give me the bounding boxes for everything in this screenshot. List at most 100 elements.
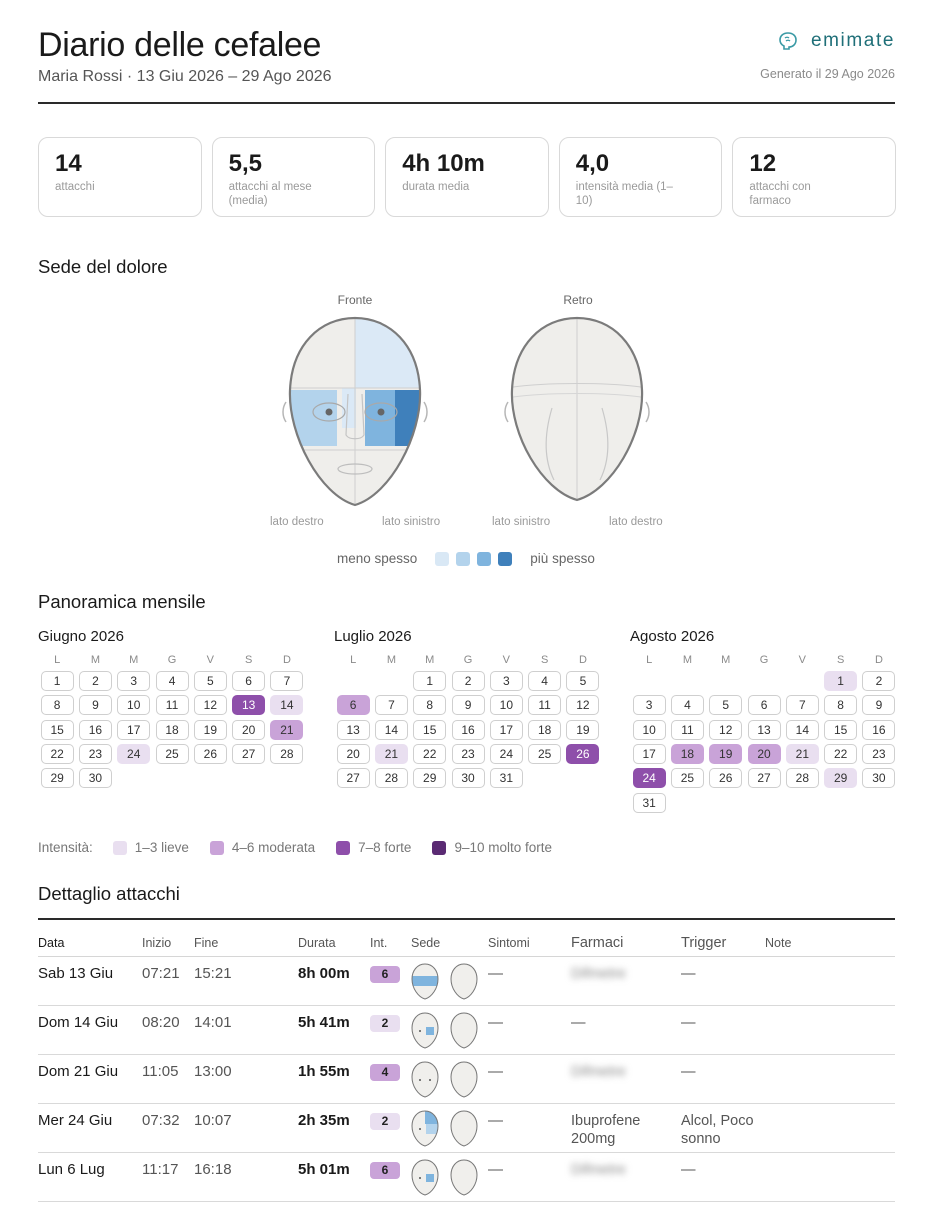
cell-date: Sab 13 Giu <box>38 965 114 982</box>
calendar-cell: 17 <box>115 718 153 742</box>
attacks-table: Data Inizio Fine Durata Int. Sede Sintom… <box>38 930 895 1202</box>
calendar-day: 6 <box>232 671 266 692</box>
calendar-cell: 19 <box>707 742 745 766</box>
head-back-diagram <box>504 316 650 502</box>
legend-item: 7–8 forte <box>358 840 412 855</box>
legend-swatch <box>477 551 492 566</box>
frequency-legend: meno spesso più spesso <box>337 551 595 566</box>
calendar-day: 11 <box>528 695 562 716</box>
calendar-day: 8 <box>40 695 74 716</box>
stat-label: intensità media (1–10) <box>575 181 673 207</box>
section-title-pain-location: Sede del dolore <box>38 256 168 277</box>
calendar-cell: 19 <box>191 718 229 742</box>
weekday-label: M <box>721 654 731 666</box>
calendar-day: 29 <box>824 768 858 789</box>
calendar-cell: 9 <box>860 693 898 717</box>
front-view-label: Fronte <box>337 293 373 307</box>
cell-drugs: Difmetre <box>571 1162 626 1178</box>
legend-swatch <box>209 840 224 855</box>
calendar-cell: 24 <box>115 742 153 766</box>
calendar-cell: 24 <box>630 766 668 790</box>
column-header: Farmaci <box>571 935 624 951</box>
table-top-divider <box>38 918 895 920</box>
calendar-day: 20 <box>336 744 370 765</box>
mini-heads-icon <box>411 1061 478 1098</box>
table-row: Mer 24 Giu 07:32 10:07 2h 35m 2 — Ibupro… <box>38 1104 895 1153</box>
calendar-day: 4 <box>155 671 189 692</box>
calendar-day: 25 <box>528 744 562 765</box>
column-header: Durata <box>298 936 336 950</box>
calendar-cell: 6 <box>745 693 783 717</box>
calendar-cell: 3 <box>487 669 525 693</box>
brand-name: emimate <box>810 30 895 51</box>
cell-symptoms: — <box>488 1014 503 1031</box>
month-title: Luglio 2026 <box>334 628 412 645</box>
calendar-cell: 19 <box>564 718 602 742</box>
table-row: Lun 6 Lug 11:17 16:18 5h 01m 6 — Difmetr… <box>38 1153 895 1202</box>
weekday-label: S <box>244 654 253 666</box>
calendar-cell: 25 <box>525 742 563 766</box>
calendar-cell: 8 <box>38 693 76 717</box>
calendar-cell: 4 <box>153 669 191 693</box>
table-row: Sab 13 Giu 07:21 15:21 8h 00m 6 — Difmet… <box>38 957 895 1006</box>
calendar-june: Giugno 2026 L M M G V S D 1 2 3 4 5 6 7 8 9 10 11 12 13 14 15… <box>38 628 306 790</box>
stat-label: attacchi con farmaco <box>749 181 811 207</box>
calendar-cell: 13 <box>334 718 372 742</box>
calendar-cell: 12 <box>707 718 745 742</box>
cell-symptoms: — <box>488 965 503 982</box>
generated-date: Generato il 29 Ago 2026 <box>760 67 895 81</box>
calendar-cell: 7 <box>372 693 410 717</box>
calendar-cell: 13 <box>745 718 783 742</box>
weekday-label: V <box>502 654 510 666</box>
calendar-day: 31 <box>489 768 523 789</box>
column-header: Inizio <box>142 936 172 950</box>
calendar-day: 14 <box>785 719 819 740</box>
legend-swatch <box>336 840 351 855</box>
calendar-day: 26 <box>193 744 227 765</box>
calendar-day: 5 <box>566 671 600 692</box>
calendar-day: 4 <box>528 671 562 692</box>
calendar-cell: 1 <box>411 669 449 693</box>
calendar-day: 9 <box>451 695 485 716</box>
calendar-day: 20 <box>747 744 781 765</box>
calendar-cell: 31 <box>630 790 668 814</box>
calendar-cell: 28 <box>268 742 306 766</box>
calendar-cell: 5 <box>191 669 229 693</box>
calendar-cell: 30 <box>860 766 898 790</box>
calendar-cell: 11 <box>153 693 191 717</box>
cell-trigger: — <box>681 1015 696 1031</box>
cell-note <box>765 957 865 1005</box>
legend-item: 1–3 lieve <box>134 840 189 855</box>
calendar-day: 15 <box>824 719 858 740</box>
cell-drugs: Ibuprofene 200mg <box>571 1113 641 1147</box>
calendar-day: 10 <box>489 695 523 716</box>
cell-sede <box>411 1055 488 1103</box>
intensity-badge: 6 <box>370 1162 400 1179</box>
calendar-cell: 4 <box>668 693 706 717</box>
cell-trigger: Alcol, Poco sonno <box>681 1113 754 1147</box>
cell-start: 08:20 <box>142 1014 180 1031</box>
legend-swatch <box>112 840 127 855</box>
calendar-august: Agosto 2026 L M M G V S D 1 2 3 4 5 6 7 8 9 10 11 12 13 14 15… <box>630 628 898 815</box>
page-subtitle: Maria Rossi · 13 Giu 2026 – 29 Ago 2026 <box>38 68 332 85</box>
calendar-cell: 18 <box>153 718 191 742</box>
weekday-label: D <box>578 654 587 666</box>
calendar-cell: 15 <box>821 718 859 742</box>
calendar-cell: 27 <box>745 766 783 790</box>
cell-date: Dom 21 Giu <box>38 1063 119 1080</box>
weekday-label: M <box>129 654 139 666</box>
calendar-day: 16 <box>78 719 112 740</box>
calendar-day: 30 <box>451 768 485 789</box>
calendar-day: 2 <box>451 671 485 692</box>
stat-card-avg-duration: 4h 10m durata media <box>385 137 549 217</box>
cell-start: 07:32 <box>142 1112 180 1129</box>
calendar-day: 12 <box>193 695 227 716</box>
calendar-cell: 10 <box>630 718 668 742</box>
table-header: Data Inizio Fine Durata Int. Sede Sintom… <box>38 930 895 957</box>
weekday-label: M <box>90 654 101 666</box>
calendar-day: 1 <box>40 671 74 692</box>
back-side-label-right: lato destro <box>609 516 663 528</box>
column-header: Sede <box>411 936 441 950</box>
calendar-day: 28 <box>270 744 304 765</box>
calendar-day: 22 <box>40 744 74 765</box>
